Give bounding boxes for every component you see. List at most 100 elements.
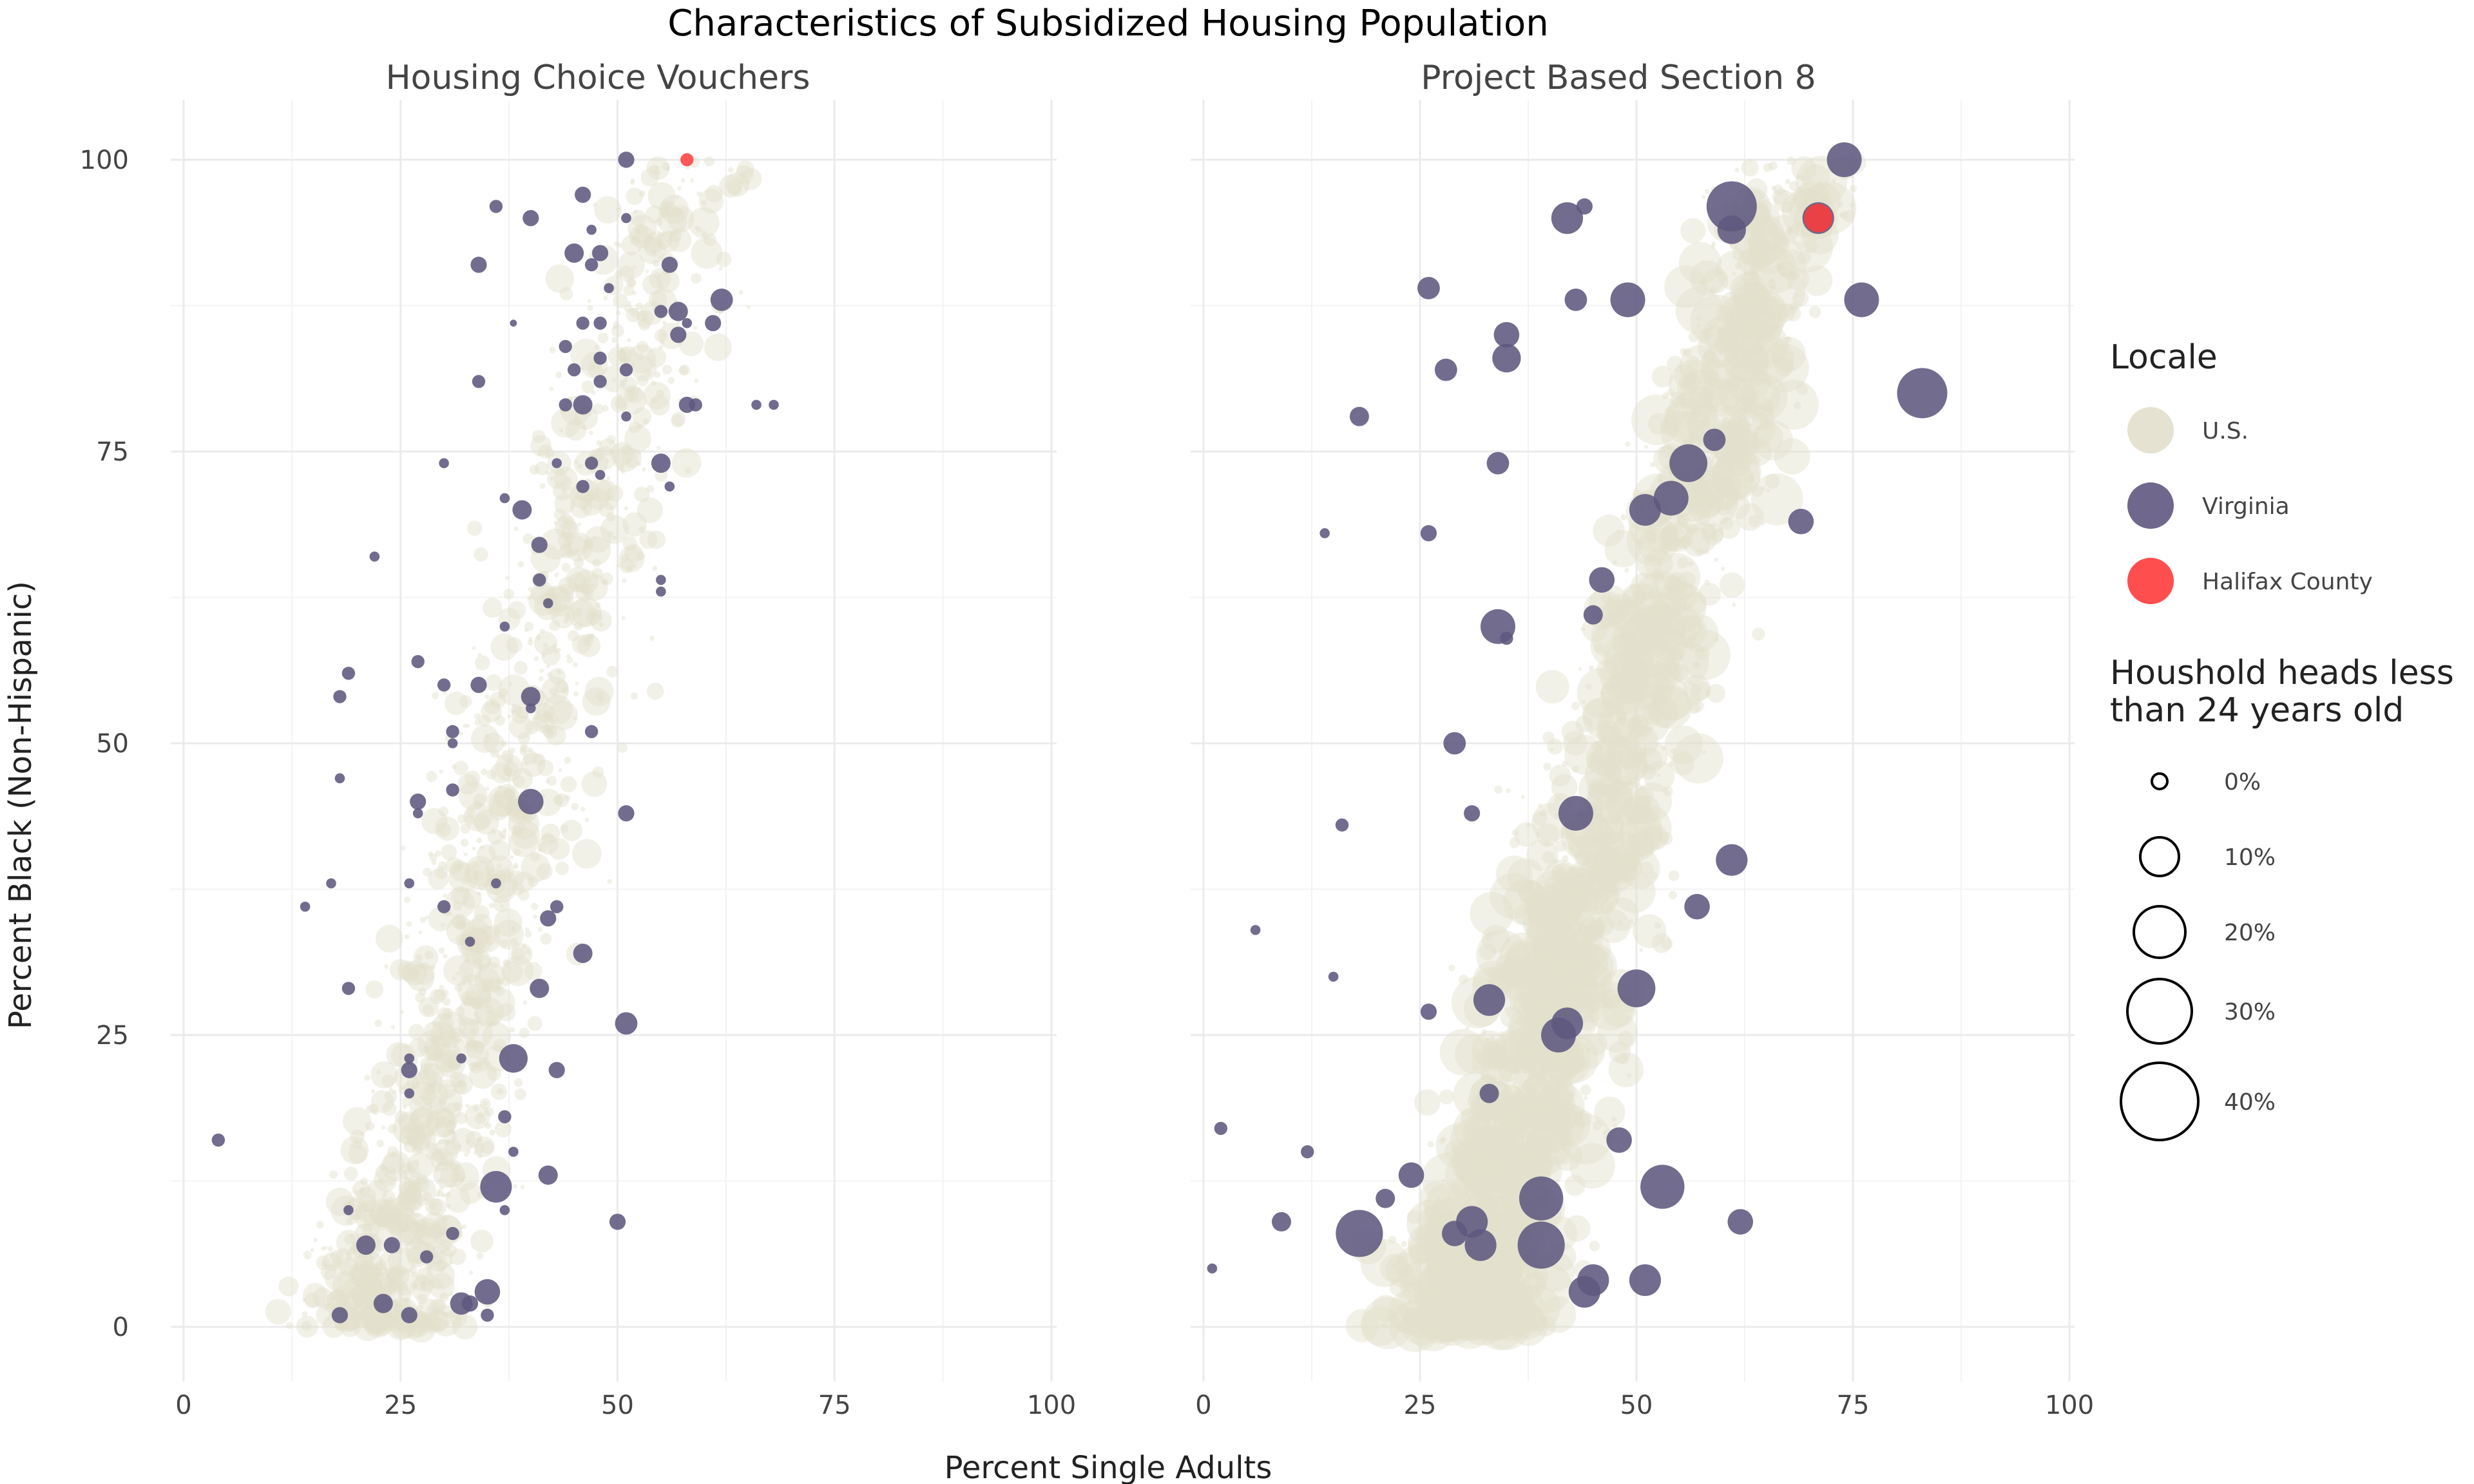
us-point (1521, 1014, 1535, 1029)
us-point (1489, 1322, 1498, 1331)
virginia-point (542, 598, 553, 609)
us-point (633, 486, 650, 502)
us-point (1735, 455, 1745, 465)
us-point (1625, 804, 1672, 851)
us-point (465, 928, 492, 955)
us-point (541, 676, 569, 705)
us-point (476, 1252, 484, 1260)
us-point (1698, 329, 1711, 342)
us-point (370, 1321, 379, 1330)
us-point (1591, 888, 1604, 900)
us-point (354, 1200, 386, 1232)
us-point (369, 1314, 374, 1319)
us-point (1744, 319, 1768, 343)
us-point (1509, 1287, 1514, 1292)
us-point (553, 466, 578, 491)
us-point (465, 808, 475, 818)
us-point (439, 1185, 445, 1191)
us-point (1644, 531, 1657, 544)
us-point (1765, 473, 1780, 489)
us-point (1713, 460, 1734, 481)
us-point (376, 1311, 387, 1322)
us-point (564, 756, 571, 764)
us-point (1562, 855, 1569, 862)
us-point (541, 646, 561, 666)
us-point (1395, 1244, 1441, 1290)
us-point (618, 546, 645, 573)
us-point (407, 964, 435, 992)
us-point (632, 265, 637, 270)
us-point (1635, 759, 1639, 764)
us-point (1419, 1313, 1424, 1318)
us-point (1739, 495, 1744, 500)
virginia-point (383, 1237, 400, 1253)
us-point (573, 661, 578, 667)
us-point (1654, 662, 1662, 669)
us-point (1600, 800, 1606, 806)
us-point (483, 883, 488, 888)
us-point (459, 695, 472, 708)
virginia-point (668, 301, 688, 321)
us-point (1486, 1168, 1491, 1174)
us-point (428, 851, 434, 857)
us-point (405, 1242, 410, 1247)
us-point (574, 460, 579, 464)
us-point (526, 596, 532, 600)
us-point (412, 962, 435, 985)
us-point (1426, 1243, 1469, 1286)
us-point (504, 768, 512, 776)
us-point (1664, 398, 1711, 445)
us-point (1573, 980, 1578, 985)
us-point (1599, 900, 1614, 915)
us-point (367, 1306, 372, 1312)
us-point (1435, 1123, 1481, 1168)
us-point (443, 955, 474, 985)
us-point (1504, 1136, 1536, 1167)
us-point (1562, 859, 1614, 911)
us-point (1419, 1181, 1450, 1212)
virginia-point (1703, 428, 1726, 452)
us-point (1591, 614, 1637, 660)
us-point (1526, 1120, 1573, 1167)
us-point (658, 230, 680, 252)
us-point (1408, 1299, 1413, 1304)
us-point (662, 365, 672, 375)
us-point (1442, 1309, 1470, 1337)
us-point (551, 643, 557, 648)
us-point (452, 1314, 478, 1340)
us-point (1660, 575, 1666, 580)
us-point (661, 162, 670, 171)
us-point (1607, 611, 1615, 619)
us-point (636, 310, 654, 328)
us-point (525, 949, 532, 955)
us-point (567, 535, 588, 556)
us-point (449, 1248, 466, 1266)
us-point (1478, 1149, 1496, 1167)
us-point (394, 1110, 408, 1124)
us-point (470, 1230, 494, 1253)
us-point (303, 1250, 312, 1260)
us-point (1586, 960, 1591, 966)
us-point (1422, 1317, 1432, 1326)
us-point (1667, 761, 1674, 768)
us-point (448, 1083, 453, 1088)
us-point (400, 1282, 407, 1288)
us-point (1483, 1202, 1490, 1210)
us-point (1702, 414, 1721, 432)
us-point (609, 449, 615, 454)
us-point (655, 169, 662, 175)
us-point (1703, 350, 1716, 363)
us-point (1496, 1298, 1511, 1314)
us-point (551, 604, 576, 629)
us-point (1648, 698, 1679, 728)
us-point (1724, 338, 1769, 383)
us-point (1519, 886, 1537, 904)
us-point (1531, 1049, 1544, 1061)
us-point (632, 407, 652, 427)
us-point (1469, 1257, 1517, 1306)
us-point (375, 1204, 397, 1226)
virginia-point (682, 318, 693, 328)
virginia-point (618, 151, 635, 168)
us-point (1702, 522, 1724, 546)
us-point (1488, 1138, 1508, 1157)
